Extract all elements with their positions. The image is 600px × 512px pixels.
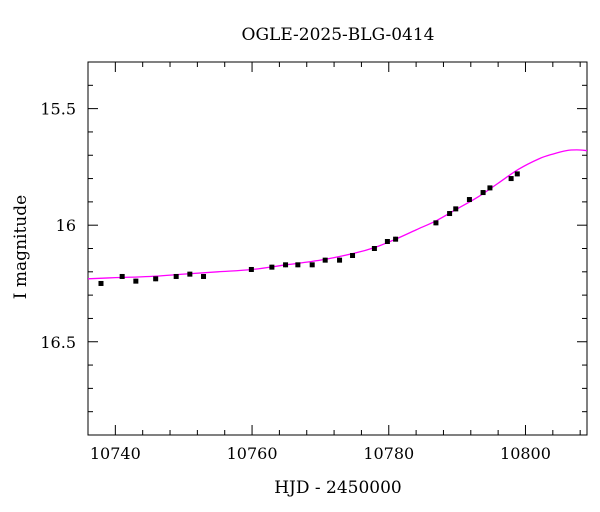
x-tick-label: 10740 [90, 444, 141, 463]
data-point [453, 206, 459, 212]
data-point [187, 271, 193, 277]
data-point [487, 185, 493, 191]
data-point [269, 264, 275, 270]
data-point [337, 257, 343, 263]
data-point [133, 278, 139, 284]
data-point [447, 211, 453, 217]
data-point [508, 176, 514, 182]
data-point [350, 252, 356, 258]
data-point [514, 171, 520, 177]
chart-title: OGLE-2025-BLG-0414 [242, 25, 435, 45]
data-point [173, 273, 179, 279]
data-point [371, 246, 377, 251]
data-point [309, 262, 315, 268]
plot-frame [87, 61, 588, 436]
data-point [466, 197, 472, 203]
data-point [153, 276, 159, 282]
data-point [201, 273, 207, 279]
data-point [480, 190, 486, 196]
data-point [119, 273, 125, 279]
y-tick-label: 16.5 [40, 333, 76, 352]
y-axis-label: I magnitude [11, 195, 31, 299]
data-point [98, 280, 104, 286]
x-tick-label: 10800 [500, 444, 551, 463]
data-point [322, 257, 328, 263]
data-point [283, 262, 289, 268]
data-point [295, 262, 301, 268]
data-point [433, 220, 439, 226]
y-tick-label: 16 [56, 216, 76, 235]
data-point [393, 236, 399, 242]
data-point [384, 239, 390, 245]
model-curve [88, 149, 587, 280]
x-tick-label: 10780 [363, 444, 414, 463]
data-point [248, 266, 254, 272]
x-tick-label: 10760 [227, 444, 278, 463]
x-axis-label: HJD - 2450000 [274, 478, 402, 498]
plot-area: 10740 10760 10780 10800 15.5 16 16.5 [40, 61, 588, 463]
y-tick-label: 15.5 [40, 100, 76, 119]
